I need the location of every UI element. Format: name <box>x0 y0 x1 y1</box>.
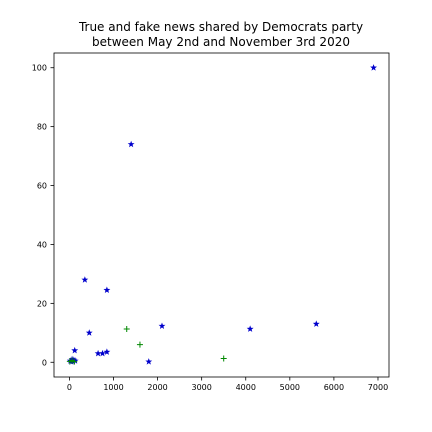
star-point <box>158 322 166 329</box>
star-point <box>103 348 111 355</box>
chart-title-line-2: between May 2nd and November 3rd 2020 <box>92 35 350 49</box>
star-point <box>71 346 79 354</box>
star-point <box>127 140 135 148</box>
star-point <box>94 349 102 357</box>
star-point <box>99 349 106 357</box>
star-point <box>85 329 93 336</box>
plus-point <box>136 341 143 348</box>
star-point <box>145 358 153 365</box>
y-tick-label: 20 <box>37 299 47 308</box>
star-point <box>103 286 111 294</box>
y-tick-label: 60 <box>37 182 47 191</box>
x-tick-label: 4000 <box>236 383 256 392</box>
x-tick-label: 0 <box>67 383 72 392</box>
x-axis: 0 1000 2000 3000 4000 5000 6000 7000 <box>67 377 388 392</box>
star-point <box>370 64 377 71</box>
y-tick-label: 0 <box>42 358 47 367</box>
star-point <box>81 276 89 283</box>
star-point <box>71 357 79 364</box>
y-axis: 0 20 40 60 80 100 <box>32 64 54 367</box>
data-points <box>66 64 377 365</box>
chart-title-line-1: True and fake news shared by Democrats p… <box>78 20 363 34</box>
plot-area <box>53 52 390 378</box>
x-tick-label: 7000 <box>368 383 388 392</box>
x-tick-label: 2000 <box>147 383 167 392</box>
plus-point <box>123 325 130 332</box>
x-tick-label: 1000 <box>103 383 123 392</box>
star-point <box>246 325 254 332</box>
x-tick-label: 3000 <box>191 383 211 392</box>
plus-point <box>220 355 227 362</box>
x-tick-label: 5000 <box>280 383 300 392</box>
x-tick-label: 6000 <box>324 383 344 392</box>
y-tick-label: 100 <box>32 64 47 73</box>
y-tick-label: 40 <box>37 240 47 249</box>
y-tick-label: 80 <box>37 123 47 132</box>
plus-point <box>71 358 78 365</box>
star-point <box>312 320 320 327</box>
